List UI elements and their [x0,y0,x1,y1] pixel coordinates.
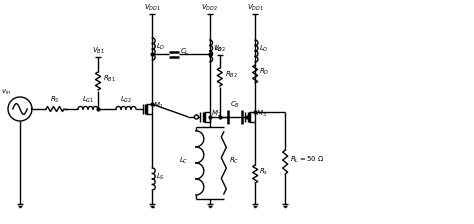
Text: $V_{DD2}$: $V_{DD2}$ [201,3,219,13]
Text: $R_s$: $R_s$ [259,167,268,177]
Text: $V_{DD1}$: $V_{DD1}$ [144,3,161,13]
Text: $M_1$: $M_1$ [154,101,164,111]
Text: $R_{B2}$: $R_{B2}$ [225,70,237,80]
Text: $L_{G1}$: $L_{G1}$ [82,95,94,105]
Text: $C_B$: $C_B$ [230,100,240,110]
Text: $R_D$: $R_D$ [259,67,270,77]
Text: $R_C$: $R_C$ [229,156,239,166]
Text: $L_D$: $L_D$ [214,44,223,54]
Text: $R_{B1}$: $R_{B1}$ [103,74,116,84]
Text: $v_{in}$: $v_{in}$ [1,88,11,97]
Text: $L_S$: $L_S$ [156,172,165,182]
Text: $C_L$: $C_L$ [181,47,190,57]
Text: $R_S$: $R_S$ [50,95,60,105]
Text: $M_3$: $M_3$ [256,109,267,119]
Text: $L_C$: $L_C$ [179,156,188,166]
Text: $R_L = 50\ \Omega$: $R_L = 50\ \Omega$ [290,155,325,165]
Text: $L_D$: $L_D$ [156,42,166,52]
Text: $V_{DD1}$: $V_{DD1}$ [247,3,264,13]
Text: $V_{B2}$: $V_{B2}$ [213,44,226,54]
Text: $L_O$: $L_O$ [259,44,269,54]
Text: $M_2$: $M_2$ [211,109,221,119]
Text: $L_{G2}$: $L_{G2}$ [120,95,132,105]
Text: $V_{B1}$: $V_{B1}$ [91,46,104,56]
